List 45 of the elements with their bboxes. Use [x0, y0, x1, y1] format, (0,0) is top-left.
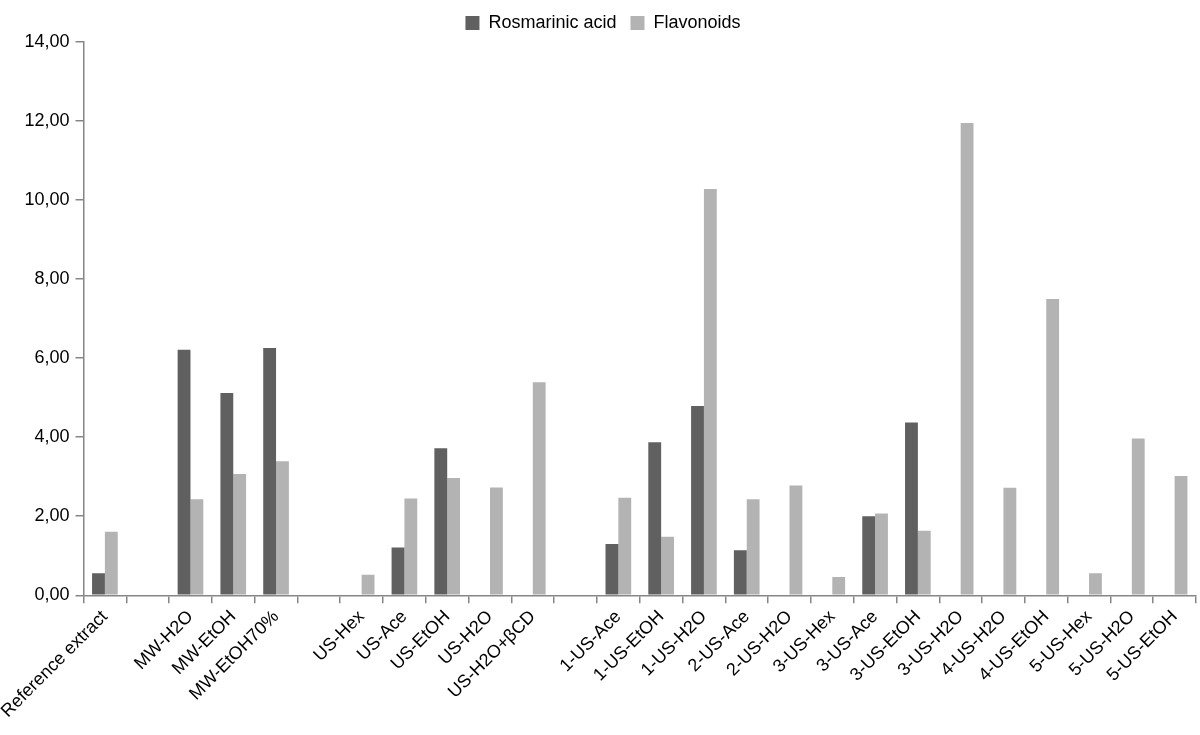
y-tick-label: 4,00: [34, 426, 70, 447]
y-tick-label: 8,00: [34, 268, 70, 289]
bar: [733, 550, 747, 595]
legend-label: Rosmarinic acid: [488, 11, 617, 32]
bar: [263, 347, 277, 595]
bar: [875, 513, 888, 595]
bar: [862, 516, 876, 595]
y-tick-label: 14,00: [24, 30, 70, 51]
bar: [361, 574, 375, 595]
y-tick-label: 2,00: [34, 505, 70, 526]
bar: [960, 123, 974, 595]
bar: [605, 543, 619, 595]
bar: [1003, 487, 1017, 595]
bar: [532, 382, 546, 595]
bar: [789, 485, 803, 595]
bar: [104, 531, 118, 595]
bar: [92, 573, 105, 595]
bar: [917, 530, 931, 595]
bar: [391, 547, 405, 595]
y-tick-label: 12,00: [24, 110, 70, 131]
bar: [233, 473, 247, 595]
bar: [661, 536, 674, 595]
bar: [618, 497, 632, 595]
bar: [905, 422, 918, 595]
bar: [832, 577, 846, 595]
y-tick-label: 6,00: [34, 347, 70, 368]
bar: [190, 499, 204, 595]
bar: [489, 487, 503, 595]
bar: [1174, 475, 1188, 595]
bar: [177, 349, 191, 595]
bar: [1089, 573, 1102, 595]
bar: [1046, 298, 1060, 595]
bar: [648, 442, 662, 595]
y-tick-label: 0,00: [34, 584, 70, 605]
bar: [703, 189, 717, 595]
bar: [220, 392, 234, 595]
bar: [404, 498, 418, 595]
bar: [434, 448, 448, 595]
legend-label: Flavonoids: [653, 11, 741, 32]
bar: [447, 477, 461, 595]
bar: [1131, 438, 1145, 595]
y-tick-label: 10,00: [24, 189, 70, 210]
bar: [691, 405, 704, 595]
bar: [746, 499, 760, 595]
bar: [276, 461, 289, 595]
